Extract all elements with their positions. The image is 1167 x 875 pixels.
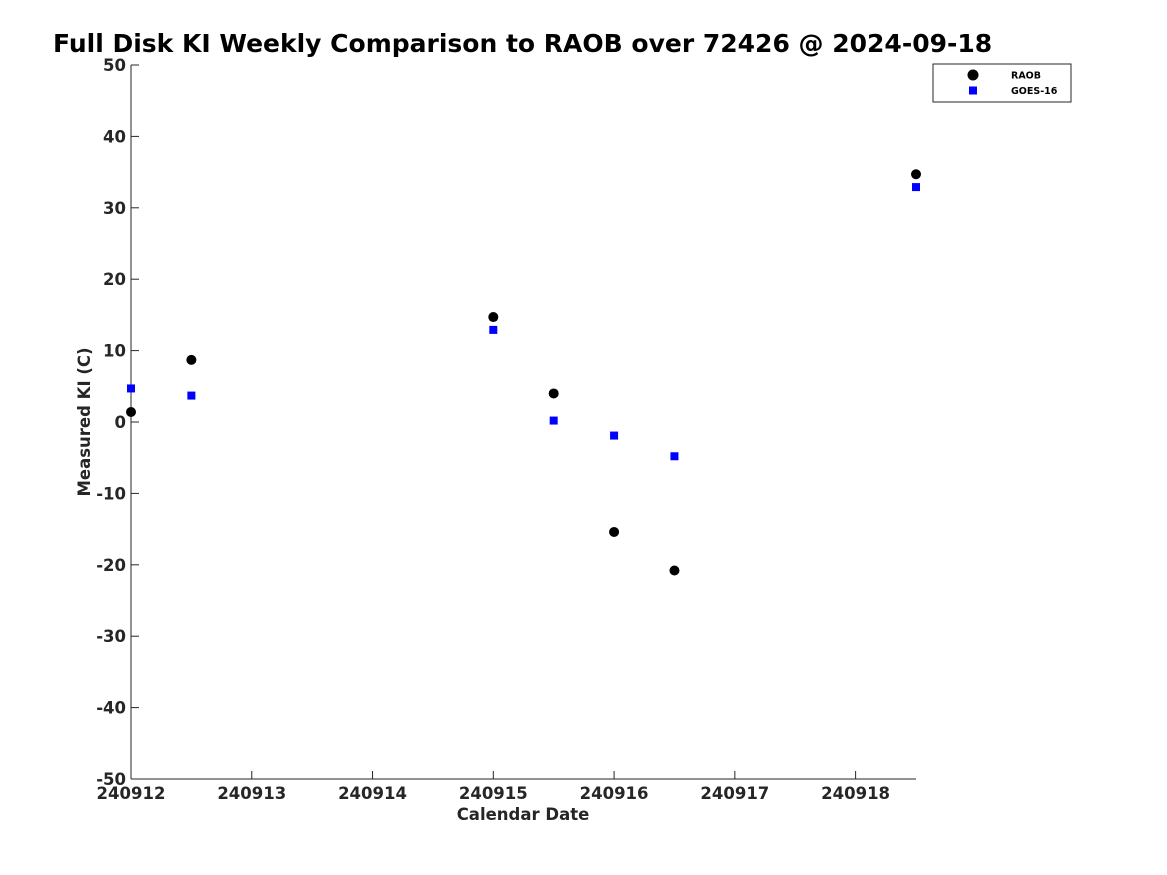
x-tick-label: 240912 — [97, 784, 166, 803]
legend-square-marker — [969, 86, 977, 95]
plot-axes — [130, 65, 916, 780]
y-tick-label: -20 — [96, 556, 126, 575]
series-raob — [126, 169, 921, 576]
y-tick-label: -30 — [96, 627, 126, 646]
y-tick-label: -50 — [96, 770, 126, 789]
goes-16-point — [670, 452, 679, 461]
data-markers — [126, 169, 921, 576]
y-tick-label: 20 — [103, 270, 126, 289]
x-tick-label: 240914 — [338, 784, 407, 803]
raob-point — [609, 526, 620, 537]
y-axis-label: Measured KI (C) — [75, 347, 94, 496]
x-axis-label: Calendar Date — [457, 805, 590, 824]
raob-point — [126, 407, 136, 418]
goes-16-point — [187, 391, 196, 400]
series-goes-16 — [127, 183, 920, 461]
legend: RAOB GOES-16 — [932, 63, 1072, 103]
raob-point — [186, 354, 197, 365]
y-tick-label: -40 — [96, 699, 126, 718]
x-tick-label: 240913 — [217, 784, 286, 803]
x-tick-label: 240918 — [821, 784, 890, 803]
legend-label: RAOB — [1011, 71, 1041, 82]
y-tick-label: 50 — [103, 56, 126, 75]
y-tick-label: 30 — [103, 199, 126, 218]
goes-16-point — [549, 416, 558, 425]
raob-point — [548, 388, 559, 399]
goes-16-point — [610, 431, 619, 440]
raob-point — [911, 169, 921, 180]
raob-point — [669, 565, 680, 576]
legend-label: GOES-16 — [1011, 86, 1058, 97]
legend-box — [932, 63, 1072, 103]
y-tick-label: -10 — [96, 484, 126, 503]
chart-title: Full Disk KI Weekly Comparison to RAOB o… — [53, 29, 992, 58]
y-tick-label: 40 — [103, 127, 126, 146]
legend-circle-marker — [967, 69, 979, 81]
y-tick-label: 0 — [115, 413, 126, 432]
goes-16-point — [489, 325, 498, 334]
x-tick-label: 240916 — [580, 784, 649, 803]
y-tick-label: 10 — [103, 342, 126, 361]
goes-16-point — [912, 183, 920, 192]
goes-16-point — [127, 384, 135, 393]
raob-point — [488, 312, 499, 323]
x-tick-label: 240917 — [700, 784, 769, 803]
x-tick-label: 240915 — [459, 784, 528, 803]
